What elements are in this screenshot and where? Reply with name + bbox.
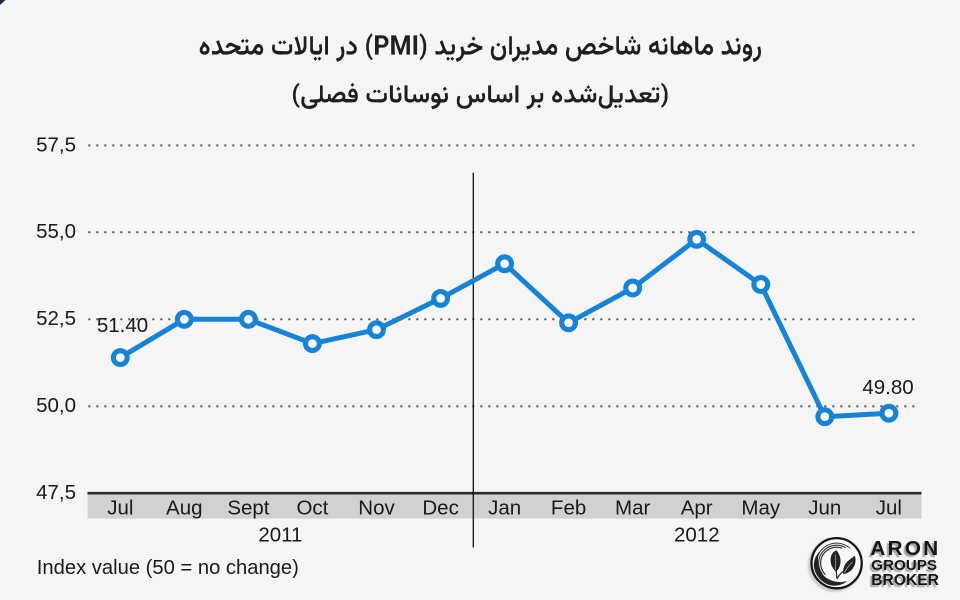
svg-text:May: May [741,496,780,519]
svg-text:55,0: 55,0 [36,220,76,243]
svg-text:52,5: 52,5 [36,307,76,330]
svg-text:Apr: Apr [681,496,713,519]
svg-text:Mar: Mar [615,496,650,519]
svg-text:47,5: 47,5 [36,481,76,504]
svg-text:Jul: Jul [876,496,902,519]
svg-text:50,0: 50,0 [36,394,76,417]
svg-text:Oct: Oct [296,496,328,519]
svg-text:Aug: Aug [166,496,202,519]
svg-text:Jul: Jul [107,496,133,519]
svg-text:Dec: Dec [422,496,458,519]
svg-text:2012: 2012 [674,524,720,547]
svg-text:Feb: Feb [551,496,586,519]
svg-text:2011: 2011 [258,524,302,547]
svg-text:Index value (50 = no change): Index value (50 = no change) [37,557,299,579]
svg-text:51.40: 51.40 [97,314,148,337]
svg-text:Nov: Nov [358,496,395,519]
svg-text:Jan: Jan [488,496,521,519]
svg-text:49.80: 49.80 [862,376,913,399]
svg-text:Sept: Sept [227,496,269,519]
svg-text:Jun: Jun [808,496,841,519]
svg-text:57,5: 57,5 [36,133,76,156]
